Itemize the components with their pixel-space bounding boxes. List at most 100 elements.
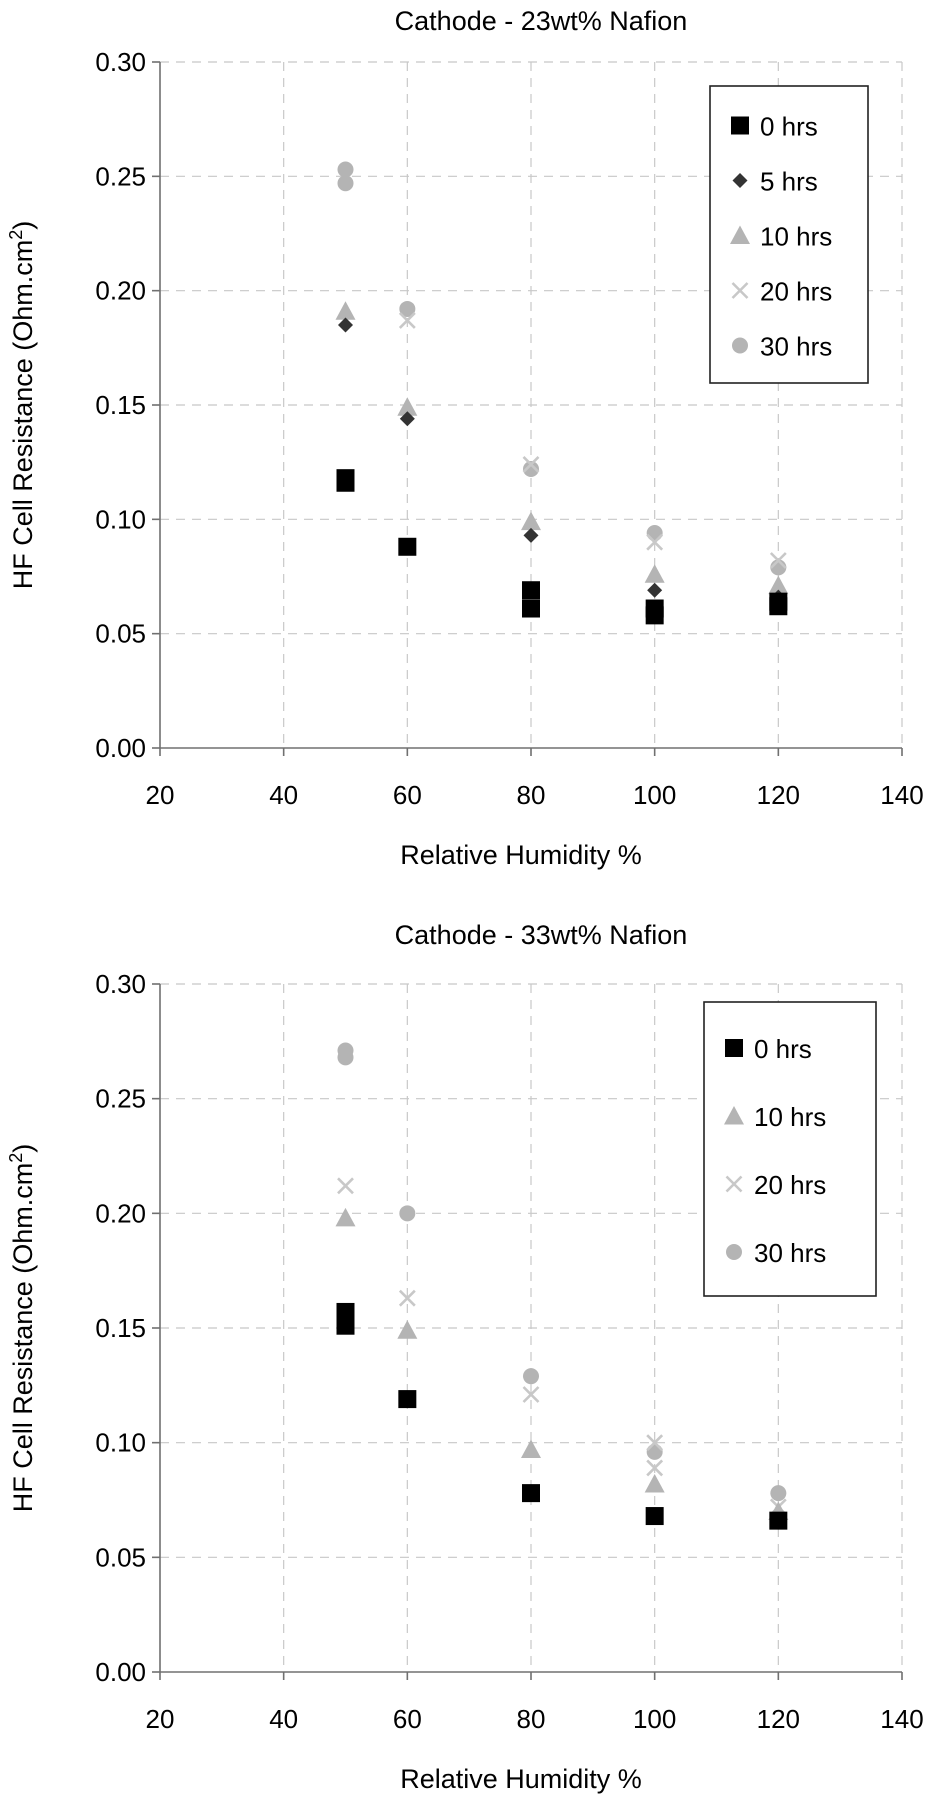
- y-tick-label: 0.05: [95, 619, 146, 649]
- series-0-hrs: [336, 1302, 788, 1530]
- series-0-hrs: [336, 469, 788, 625]
- y-tick-label: 0.20: [95, 1198, 146, 1228]
- data-point: [523, 527, 539, 543]
- legend: 0 hrs 5 hrs 10 hrs 20 hrs 30 hrs: [709, 85, 869, 384]
- y-axis-label-end: ): [8, 221, 38, 230]
- scatter-plot-23wt: Cathode - 23wt% Nafion 20 40 60 80 100 120 140 0…: [6, 6, 924, 870]
- legend-marker: [732, 173, 748, 188]
- y-tick-label: 0.30: [95, 47, 146, 77]
- legend-marker: [730, 225, 750, 244]
- x-tick-label: 100: [633, 780, 676, 810]
- series-20-hrs: [398, 311, 787, 569]
- x-tick-label: 140: [880, 780, 923, 810]
- legend-marker: [732, 337, 748, 354]
- y-tick-label: 0.00: [95, 1657, 146, 1687]
- y-tick-label: 0.00: [95, 733, 146, 763]
- y-tick-label: 0.25: [95, 1084, 146, 1114]
- legend-label: 20 hrs: [760, 277, 832, 307]
- data-point: [644, 1473, 665, 1493]
- data-point: [769, 552, 787, 569]
- series-10-hrs: [335, 301, 789, 595]
- y-axis-label: HF Cell Resistance (Ohm.cm2): [6, 1144, 38, 1513]
- legend-label: 20 hrs: [754, 1170, 826, 1200]
- data-point: [397, 397, 418, 416]
- data-point: [337, 1049, 354, 1066]
- x-tick-label: 20: [146, 780, 175, 810]
- data-point: [523, 461, 539, 478]
- data-point: [335, 1207, 356, 1227]
- y-axis-label-end: ): [8, 1144, 38, 1153]
- y-tick-label: 0.15: [95, 390, 146, 420]
- legend-label: 0 hrs: [754, 1034, 812, 1064]
- data-point: [646, 1443, 663, 1460]
- data-point: [522, 456, 540, 473]
- data-point: [522, 599, 540, 618]
- data-points: [335, 1042, 789, 1530]
- data-point: [769, 1511, 788, 1530]
- y-tick-label: 0.30: [95, 969, 146, 999]
- x-axis-label: Relative Humidity %: [400, 840, 642, 870]
- data-point: [337, 161, 354, 178]
- data-point: [338, 317, 353, 333]
- x-tick-label: 60: [393, 780, 422, 810]
- chart-title: Cathode - 33wt% Nafion: [395, 920, 688, 950]
- legend-marker: [726, 1244, 742, 1260]
- data-point: [399, 411, 415, 427]
- x-tick-label: 120: [757, 1704, 800, 1734]
- chart-33wt-nafion: Cathode - 33wt% Nafion 20 40 60 80 100 120 140 0…: [0, 920, 936, 1800]
- y-axis-label-sup: 2: [6, 230, 26, 240]
- legend: 0 hrs 10 hrs 20 hrs 30 hrs: [703, 1001, 877, 1297]
- data-point: [770, 1485, 787, 1502]
- data-point: [522, 581, 540, 600]
- x-tick-labels: 20 40 60 80 100 120 140: [146, 748, 924, 810]
- x-tick-label: 20: [146, 1704, 175, 1734]
- y-tick-label: 0.15: [95, 1313, 146, 1343]
- data-point: [647, 582, 663, 598]
- data-point: [523, 1368, 539, 1385]
- legend-marker: [731, 116, 749, 135]
- x-tick-label: 60: [393, 1704, 422, 1734]
- y-axis-label-text: HF Cell Resistance (Ohm.cm: [8, 240, 38, 590]
- data-point: [645, 606, 664, 625]
- data-point: [399, 1205, 416, 1222]
- data-point: [337, 1177, 354, 1195]
- legend-label: 30 hrs: [754, 1238, 826, 1268]
- y-tick-labels: 0.00 0.05 0.10 0.15 0.20 0.25 0.30: [95, 47, 160, 763]
- x-tick-label: 80: [517, 780, 546, 810]
- y-axis-label: HF Cell Resistance (Ohm.cm2): [6, 221, 38, 590]
- data-point: [398, 1289, 416, 1307]
- legend-label: 10 hrs: [754, 1102, 826, 1132]
- legend-marker: [725, 1175, 743, 1193]
- chart-title: Cathode - 23wt% Nafion: [395, 6, 688, 36]
- data-point: [397, 1320, 418, 1339]
- data-point: [645, 1507, 664, 1526]
- data-point: [398, 1390, 417, 1409]
- y-tick-label: 0.05: [95, 1542, 146, 1572]
- legend-marker: [731, 282, 749, 299]
- x-tick-label: 40: [269, 1704, 298, 1734]
- data-point: [398, 537, 417, 556]
- data-point: [646, 533, 664, 551]
- data-point: [522, 1386, 540, 1403]
- data-point: [336, 1302, 355, 1321]
- data-point: [644, 564, 665, 583]
- data-point: [336, 1316, 355, 1335]
- data-point: [521, 1439, 541, 1459]
- x-tick-label: 120: [757, 780, 800, 810]
- y-axis-label-text: HF Cell Resistance (Ohm.cm: [8, 1163, 38, 1513]
- legend-label: 10 hrs: [760, 222, 832, 252]
- series-20-hrs: [337, 1177, 787, 1516]
- legend-label: 5 hrs: [760, 167, 818, 197]
- data-point: [521, 511, 541, 531]
- data-point: [768, 575, 789, 595]
- x-tick-labels: 20 40 60 80 100 120 140: [146, 1672, 924, 1734]
- y-axis-label-sup: 2: [6, 1153, 26, 1163]
- x-tick-label: 40: [269, 780, 298, 810]
- data-point: [646, 1459, 664, 1477]
- data-point: [336, 473, 355, 492]
- data-point: [399, 300, 416, 317]
- legend-marker: [725, 1039, 743, 1057]
- y-tick-label: 0.25: [95, 161, 146, 191]
- x-tick-label: 140: [880, 1704, 923, 1734]
- x-tick-label: 80: [517, 1704, 546, 1734]
